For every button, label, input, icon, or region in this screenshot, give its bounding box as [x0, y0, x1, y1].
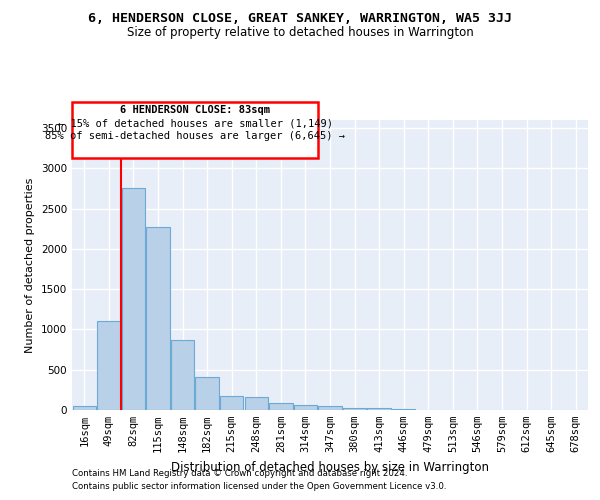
- Text: 6, HENDERSON CLOSE, GREAT SANKEY, WARRINGTON, WA5 3JJ: 6, HENDERSON CLOSE, GREAT SANKEY, WARRIN…: [88, 12, 512, 26]
- Bar: [196, 376, 219, 410]
- Text: Size of property relative to detached houses in Warrington: Size of property relative to detached ho…: [127, 26, 473, 39]
- Bar: [269, 403, 293, 410]
- Y-axis label: Number of detached properties: Number of detached properties: [25, 178, 35, 352]
- Text: ← 15% of detached houses are smaller (1,149): ← 15% of detached houses are smaller (1,…: [58, 118, 332, 128]
- Bar: [319, 406, 341, 410]
- Bar: [73, 102, 318, 158]
- Text: 6 HENDERSON CLOSE: 83sqm: 6 HENDERSON CLOSE: 83sqm: [120, 106, 270, 116]
- Bar: [171, 340, 194, 410]
- Bar: [220, 396, 244, 410]
- Bar: [97, 322, 121, 410]
- Bar: [146, 227, 170, 410]
- Bar: [122, 188, 145, 410]
- Text: Contains public sector information licensed under the Open Government Licence v3: Contains public sector information licen…: [72, 482, 446, 491]
- Bar: [343, 408, 366, 410]
- Text: Contains HM Land Registry data © Crown copyright and database right 2024.: Contains HM Land Registry data © Crown c…: [72, 468, 407, 477]
- X-axis label: Distribution of detached houses by size in Warrington: Distribution of detached houses by size …: [171, 460, 489, 473]
- Bar: [392, 408, 415, 410]
- Bar: [245, 396, 268, 410]
- Text: 85% of semi-detached houses are larger (6,645) →: 85% of semi-detached houses are larger (…: [45, 131, 345, 141]
- Bar: [367, 408, 391, 410]
- Bar: [294, 405, 317, 410]
- Bar: [73, 406, 96, 410]
